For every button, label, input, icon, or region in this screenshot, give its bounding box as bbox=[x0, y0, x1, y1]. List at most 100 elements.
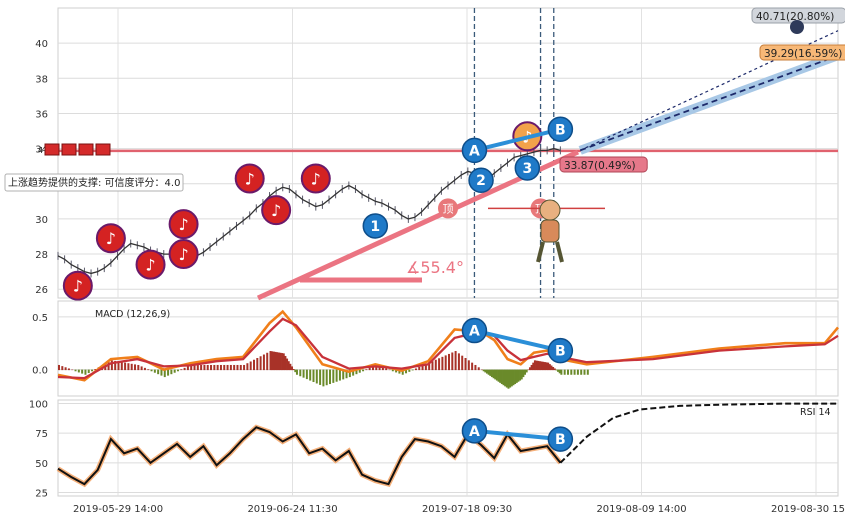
wave-label-circle bbox=[514, 155, 541, 181]
macd-ytick-label: 0.0 bbox=[32, 366, 48, 377]
macd-histogram-bar bbox=[358, 369, 361, 373]
macd-ytick-label: 0.5 bbox=[32, 313, 48, 324]
macd-histogram-bar bbox=[451, 352, 454, 371]
macd-histogram-bar bbox=[292, 369, 295, 371]
macd-histogram-bar bbox=[576, 369, 579, 375]
macd-histogram-bar bbox=[378, 366, 381, 371]
macd-histogram-bar bbox=[580, 369, 583, 375]
music-note-glyph: ♪ bbox=[145, 256, 155, 275]
rsi-panel: 25 50 75 100 RSI 14 A B bbox=[29, 399, 839, 499]
macd-histogram-bar bbox=[147, 369, 150, 371]
macd-histogram-bar bbox=[398, 369, 401, 374]
rsi-title: RSI 14 bbox=[800, 407, 831, 418]
macd-histogram-bar bbox=[253, 359, 255, 371]
macd-histogram-bar bbox=[537, 360, 540, 371]
x-tick-label: 2019-05-29 14:00 bbox=[73, 504, 163, 515]
macd-histogram-bar bbox=[281, 353, 284, 371]
macd-histogram-bar bbox=[504, 369, 507, 387]
macd-histogram-bar bbox=[405, 369, 408, 374]
macd-histogram-bar bbox=[444, 355, 447, 371]
macd-histogram-bar bbox=[365, 369, 368, 371]
macd-histogram-bar bbox=[434, 359, 437, 371]
macd-histogram-bar bbox=[272, 351, 275, 371]
macd-histogram-bar bbox=[206, 364, 209, 371]
macd-histogram-bar bbox=[167, 369, 170, 376]
wave-label-circle bbox=[461, 317, 488, 344]
macd-histogram-bar bbox=[74, 369, 77, 372]
macd-histogram-bar bbox=[61, 366, 64, 371]
wave-label-3: 3 bbox=[522, 161, 532, 177]
macd-histogram-bar bbox=[520, 369, 523, 380]
macd-histogram-bar bbox=[573, 369, 576, 375]
macd-histogram-bar bbox=[160, 369, 163, 376]
macd-histogram-bar bbox=[81, 369, 84, 374]
macd-histogram-bar bbox=[492, 369, 495, 379]
forecast-end-dot bbox=[790, 20, 804, 34]
macd-histogram-bar bbox=[294, 369, 297, 373]
macd-histogram-bar bbox=[309, 369, 312, 381]
wave-label-circle bbox=[468, 167, 494, 193]
macd-histogram-bar bbox=[180, 369, 183, 371]
price-tag-target: 39.29(16.59%) bbox=[764, 48, 842, 60]
macd-histogram-bar bbox=[533, 360, 536, 371]
price-ytick-label: 36 bbox=[35, 109, 48, 120]
macd-histogram-bar bbox=[424, 364, 427, 371]
music-note-glyph: ♪ bbox=[311, 169, 321, 188]
macd-histogram-bar bbox=[489, 369, 492, 376]
macd-histogram-bar bbox=[545, 362, 548, 371]
wave-label-1: 1 bbox=[370, 219, 380, 235]
price-ytick-label: 30 bbox=[35, 215, 48, 226]
support-note-box bbox=[4, 173, 184, 192]
macd-histogram-bar bbox=[271, 351, 274, 371]
macd-histogram-bar bbox=[499, 369, 502, 383]
macd-histogram-bar bbox=[461, 355, 464, 371]
macd-histogram-bar bbox=[71, 369, 74, 371]
macd-histogram-bar bbox=[566, 369, 569, 375]
music-note-icon bbox=[135, 249, 166, 280]
macd-histogram-bar bbox=[130, 363, 133, 371]
macd-histogram-bar bbox=[362, 369, 365, 372]
music-note-glyph: ♪ bbox=[73, 277, 83, 296]
macd-histogram-bar bbox=[487, 369, 490, 375]
macd-histogram-bar bbox=[570, 369, 573, 375]
top-marker-label: 顶 bbox=[443, 202, 454, 215]
macd-histogram-bar bbox=[550, 365, 553, 371]
macd-histogram-bar bbox=[502, 369, 505, 386]
macd-histogram-bar bbox=[540, 361, 543, 371]
macd-histogram-bar bbox=[538, 361, 541, 371]
music-note-icon bbox=[168, 239, 199, 270]
macd-histogram-bar bbox=[348, 369, 351, 378]
macd-histogram-bar bbox=[315, 369, 318, 384]
price-tag-target-box bbox=[759, 44, 845, 61]
macd-histogram-bar bbox=[514, 369, 517, 385]
music-note-glyph: ♪ bbox=[178, 245, 188, 264]
x-tick-label: 2019-08-09 14:00 bbox=[596, 504, 686, 515]
macd-histogram-bar bbox=[418, 366, 421, 371]
macd-histogram-bar bbox=[312, 369, 315, 383]
macd-histogram-bar bbox=[279, 352, 282, 371]
macd-histogram-bar bbox=[262, 354, 265, 371]
character-icon bbox=[536, 199, 564, 263]
macd-title: MACD (12,26,9) bbox=[95, 309, 170, 320]
macd-histogram-bar bbox=[563, 369, 566, 375]
macd-histogram-bar bbox=[388, 369, 391, 371]
macd-histogram-bar bbox=[522, 369, 525, 378]
macd-histogram-bar bbox=[497, 369, 500, 382]
macd-histogram-bar bbox=[77, 369, 80, 373]
macd-histogram-bar bbox=[542, 361, 545, 371]
macd-histogram-bar bbox=[291, 366, 294, 371]
macd-histogram-bar bbox=[515, 369, 518, 383]
wave-label-2: 2 bbox=[476, 173, 486, 189]
music-note-icon bbox=[62, 270, 93, 301]
macd-histogram-bar bbox=[517, 369, 520, 382]
macd-histogram-bar bbox=[163, 369, 166, 378]
price-tag-upper: 40.71(20.80%) bbox=[756, 11, 834, 23]
wave-label-circle bbox=[547, 426, 574, 452]
macd-histogram-bar bbox=[134, 364, 137, 371]
macd-histogram-bar bbox=[481, 369, 484, 371]
music-note-glyph: ♪ bbox=[178, 215, 188, 234]
macd-histogram-bar bbox=[233, 364, 236, 371]
macd-ab-connector bbox=[473, 328, 561, 353]
macd-histogram-bar bbox=[352, 369, 355, 376]
macd-histogram-bar bbox=[558, 369, 561, 374]
